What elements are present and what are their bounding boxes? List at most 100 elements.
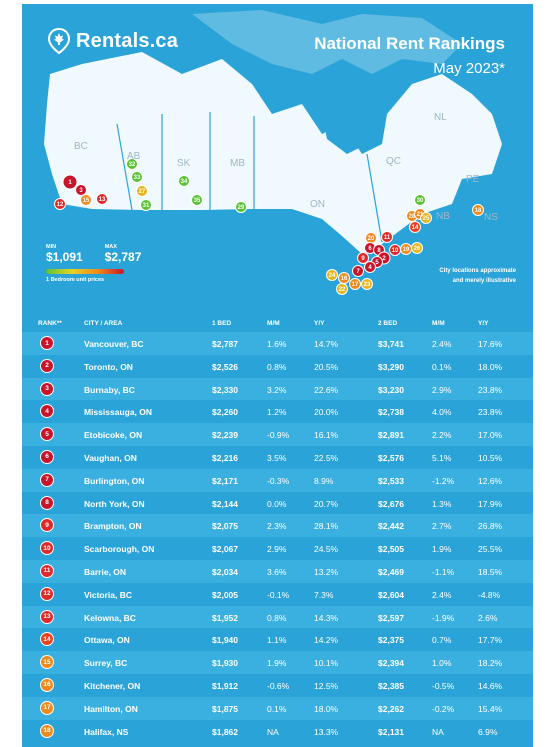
cell-city: Barrie, ON [84,566,127,577]
cell-1bed-yy: 20.0% [314,407,339,418]
cell-2bed-yy: 23.8% [478,407,503,418]
map-note-line1: City locations approximate [439,268,516,274]
marker-25 [420,212,432,224]
cell-2bed-mm: 2.4% [432,339,452,349]
cell-1bed-yy: 10.1% [314,658,339,669]
rank-badge: 1 [40,336,54,350]
cell-2bed: $2,469 [378,566,404,577]
cell-2bed: $2,385 [378,680,404,691]
cell-2bed-yy: 12.6% [478,475,503,486]
cell-2bed: $2,891 [378,430,404,441]
cell-1bed-mm: 0.8% [267,612,287,623]
marker-30 [414,194,426,206]
marker-26 [411,242,423,254]
province-labels: BC AB SK MB ON QC NB NS PE NL [74,112,498,223]
cell-2bed-yy: 17.0% [478,430,503,441]
rank-badge: 5 [40,427,54,442]
cell-2bed-mm: 0.7% [432,635,452,646]
legend-max-value: $2,787 [104,250,142,264]
table-row: 9 Brampton, ON $2,075 2.3% 28.1% $2,442 2.7% 26… [22,514,533,538]
cell-2bed-mm: 2.2% [432,430,452,441]
cell-city: Toronto, ON [84,361,133,372]
rank-badge: 17 [40,700,54,715]
cell-city: Hamilton, ON [84,703,138,714]
cell-city: Halifax, NS [84,726,129,737]
cell-2bed-mm: 1.0% [432,658,452,669]
cell-2bed: $2,676 [378,498,404,509]
cell-1bed: $2,144 [212,498,238,509]
cell-2bed: $2,131 [378,726,404,737]
cell-1bed-mm: 3.5% [267,452,287,463]
cell-2bed-mm: -0.2% [432,703,455,714]
table-header: RANK** CITY / AREA 1 BED M/M Y/Y 2 BED M… [22,316,533,332]
marker-label: 12 [57,202,64,208]
marker-32 [126,158,138,170]
cell-1bed-mm: 3.2% [267,384,287,395]
header-2bed: 2 BED [378,320,398,327]
table-row: 17 Hamilton, ON $1,875 0.1% 18.0% $2,262 -0.2%… [22,696,533,720]
marker-label: 31 [143,203,150,209]
marker-label: 4 [368,265,372,271]
cell-2bed-mm: -1.2% [432,475,455,486]
cell-city: Burlington, ON [84,475,145,486]
marker-label: 26 [414,246,421,252]
rentals-logo: Rentals.ca [48,28,178,54]
table-row: 1 Vancouver, BC $2,787 1.6% 14.7% $3,741 2.4% 1… [22,332,533,355]
rank-badge: 16 [40,677,54,692]
marker-33 [131,171,143,183]
cell-2bed-mm: 0.1% [432,361,452,372]
province-ab: AB [127,151,141,162]
cell-2bed-yy: -4.8% [478,589,501,600]
rank-badge: 18 [40,723,54,738]
cell-1bed-mm: -0.9% [267,430,290,441]
marker-label: 13 [99,197,106,203]
cell-city: Burnaby, BC [84,384,135,395]
table-row: 2 Toronto, ON $2,526 0.8% 20.5% $3,290 0.1% 18.… [22,354,533,378]
cell-1bed-yy: 22.5% [314,452,339,463]
marker-24 [326,269,338,281]
cell-1bed: $1,912 [212,680,238,691]
cell-1bed-yy: 13.3% [314,726,339,737]
marker-label: 6 [368,246,372,252]
marker-label: 7 [356,269,360,275]
province-sk: SK [177,158,191,169]
table-row: 11 Barrie, ON $2,034 3.6% 13.2% $2,469 -1.1% 18… [22,559,533,583]
header-1bed-yy: Y/Y [314,320,325,327]
table-row: 12 Victoria, BC $2,005 -0.1% 7.3% $2,604 2.4% -… [22,582,533,606]
marker-label: 9 [361,256,365,262]
rankings-table: 1 Vancouver, BC $2,787 1.6% 14.7% $3,741 2.4% 1… [22,332,533,743]
cell-1bed-mm: 2.9% [267,544,287,555]
marker-label: 8 [377,248,381,254]
marker-label: 10 [392,248,399,254]
cell-2bed: $2,375 [378,635,404,646]
marker-label: 15 [83,198,90,204]
marker-label: 30 [417,198,424,204]
cell-2bed: $2,533 [378,475,404,486]
cell-1bed: $2,075 [212,521,238,532]
cell-2bed: $3,290 [378,361,404,372]
cell-1bed-mm: 0.1% [267,703,287,714]
page-title: National Rent Rankings [314,34,505,53]
map-note-line2: and merely illustrative [452,278,516,284]
cell-1bed-mm: 3.6% [267,566,287,577]
rank-badge: 4 [40,404,54,419]
cell-1bed: $1,862 [212,726,238,737]
marker-label: 2 [382,256,386,262]
marker-label: 5 [375,260,379,266]
marker-label: 33 [134,175,141,181]
cell-1bed: $2,171 [212,475,238,486]
marker-4 [364,261,376,273]
cell-1bed: $2,526 [212,361,238,372]
rank-badge: 13 [40,609,54,624]
marker-labels: 1 2 3 4 5 6 7 8 9 10 11 12 13 14 15 16 1… [57,162,482,293]
marker-7 [352,265,364,277]
cell-city: Victoria, BC [84,589,133,600]
cell-2bed-mm: -0.5% [432,680,455,691]
marker-9 [357,252,369,264]
cell-2bed-yy: 18.5% [478,566,503,577]
marker-17 [349,278,361,290]
province-nl: NL [434,112,447,123]
cell-1bed-mm: 1.6% [267,339,287,349]
cell-1bed-yy: 12.5% [314,680,339,691]
marker-label: 35 [194,198,201,204]
